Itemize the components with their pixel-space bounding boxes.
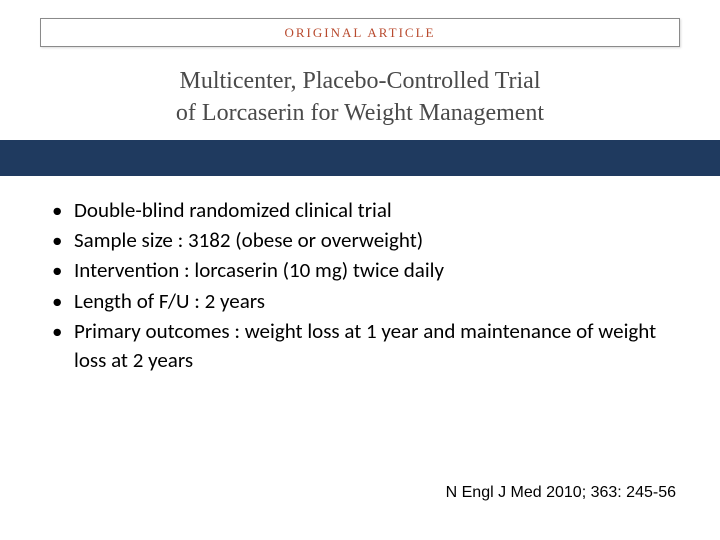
title-line-2: of Lorcaserin for Weight Management [40,97,680,129]
title-line-1: Multicenter, Placebo-Controlled Trial [40,65,680,97]
list-item: Length of F/U : 2 years [48,287,672,315]
divider-band [0,140,720,176]
header-section: ORIGINAL ARTICLE Multicenter, Placebo-Co… [0,0,720,140]
content-section: Double-blind randomized clinical trial S… [0,176,720,374]
list-item: Primary outcomes : weight loss at 1 year… [48,317,672,374]
title-block: Multicenter, Placebo-Controlled Trial of… [40,61,680,140]
article-label: ORIGINAL ARTICLE [285,25,436,40]
list-item: Double-blind randomized clinical trial [48,196,672,224]
citation: N Engl J Med 2010; 363: 245-56 [446,484,676,502]
list-item: Sample size : 3182 (obese or overweight) [48,226,672,254]
article-label-box: ORIGINAL ARTICLE [40,18,680,47]
list-item: Intervention : lorcaserin (10 mg) twice … [48,256,672,284]
bullet-list: Double-blind randomized clinical trial S… [48,196,672,374]
